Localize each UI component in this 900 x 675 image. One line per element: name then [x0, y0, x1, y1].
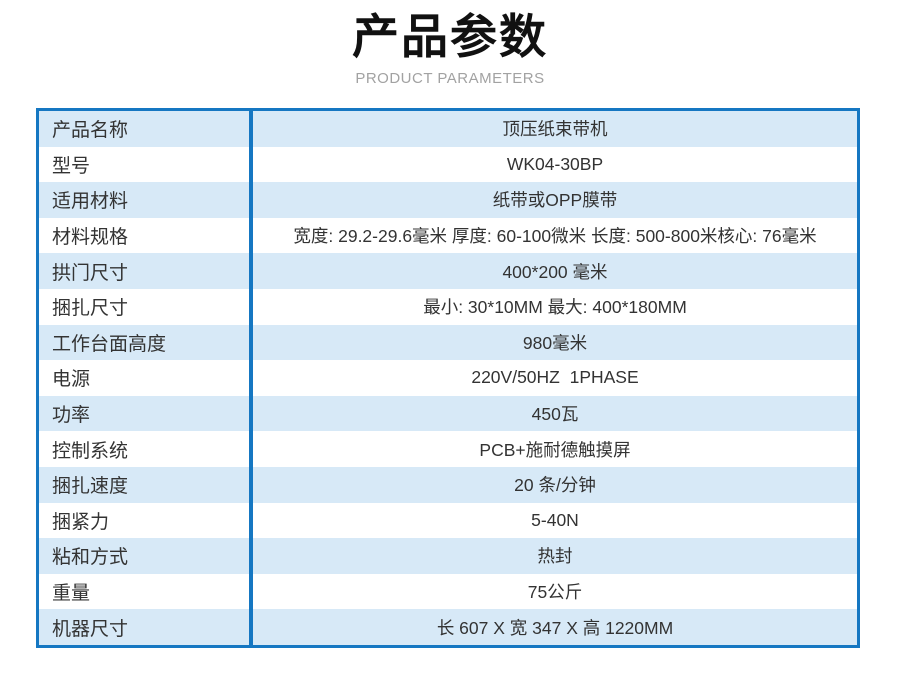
param-value: 宽度: 29.2-29.6毫米 厚度: 60-100微米 长度: 500-800… — [293, 226, 817, 247]
table-row: 工作台面高度 980毫米 — [39, 324, 857, 361]
param-name: 控制系统 — [39, 431, 253, 467]
page-header: 产品参数 PRODUCT PARAMETERS — [0, 0, 900, 88]
param-value: 220V/50HZ 1PHASE — [471, 367, 639, 388]
param-name: 型号 — [39, 146, 253, 183]
param-value: WK04-30BP — [506, 153, 604, 174]
table-row: 适用材料 纸带或OPP膜带 — [39, 182, 857, 218]
param-name: 适用材料 — [39, 182, 253, 218]
param-name: 工作台面高度 — [39, 324, 253, 361]
table-row: 机器尺寸 长 607 X 宽 347 X 高 1220MM — [39, 609, 857, 645]
param-value: 5-40N — [531, 509, 579, 530]
param-name: 粘和方式 — [39, 538, 253, 574]
table-row: 捆扎尺寸 最小: 30*10MM 最大: 400*180MM — [39, 288, 857, 325]
parameters-table: 产品名称 顶压纸束带机 型号 WK04-30BP 适用材料 纸带或OPP膜带 材… — [36, 108, 860, 648]
param-value: 75公斤 — [527, 582, 583, 603]
table-row: 控制系统 PCB+施耐德触摸屏 — [39, 431, 857, 467]
param-name: 捆紧力 — [39, 502, 253, 539]
param-value: 热封 — [537, 546, 573, 567]
param-value: PCB+施耐德触摸屏 — [479, 439, 631, 460]
table-row: 重量 75公斤 — [39, 573, 857, 610]
param-name: 功率 — [39, 395, 253, 432]
param-name: 重量 — [39, 573, 253, 610]
param-value: 400*200 毫米 — [502, 261, 608, 282]
param-name: 材料规格 — [39, 217, 253, 254]
param-name: 产品名称 — [39, 111, 253, 147]
table-row: 粘和方式 热封 — [39, 538, 857, 574]
param-name: 捆扎速度 — [39, 466, 253, 503]
table-row: 拱门尺寸 400*200 毫米 — [39, 253, 857, 289]
page-subtitle: PRODUCT PARAMETERS — [355, 70, 545, 87]
param-value: 顶压纸束带机 — [502, 119, 608, 140]
table-row: 型号 WK04-30BP — [39, 146, 857, 183]
table-row: 产品名称 顶压纸束带机 — [39, 111, 857, 147]
param-name: 拱门尺寸 — [39, 253, 253, 289]
param-value: 20 条/分钟 — [514, 475, 596, 496]
param-value: 最小: 30*10MM 最大: 400*180MM — [423, 297, 687, 318]
table-row: 捆扎速度 20 条/分钟 — [39, 466, 857, 503]
table-row: 电源 220V/50HZ 1PHASE — [39, 360, 857, 396]
table-row: 功率 450瓦 — [39, 395, 857, 432]
param-value: 450瓦 — [531, 404, 579, 425]
page-title: 产品参数 — [352, 10, 548, 63]
param-name: 电源 — [39, 360, 253, 396]
param-value: 长 607 X 宽 347 X 高 1220MM — [436, 617, 674, 638]
param-value: 980毫米 — [522, 332, 588, 353]
param-name: 机器尺寸 — [39, 609, 253, 645]
param-name: 捆扎尺寸 — [39, 288, 253, 325]
table-row: 捆紧力 5-40N — [39, 502, 857, 539]
param-value: 纸带或OPP膜带 — [492, 190, 618, 211]
table-row: 材料规格 宽度: 29.2-29.6毫米 厚度: 60-100微米 长度: 50… — [39, 217, 857, 254]
